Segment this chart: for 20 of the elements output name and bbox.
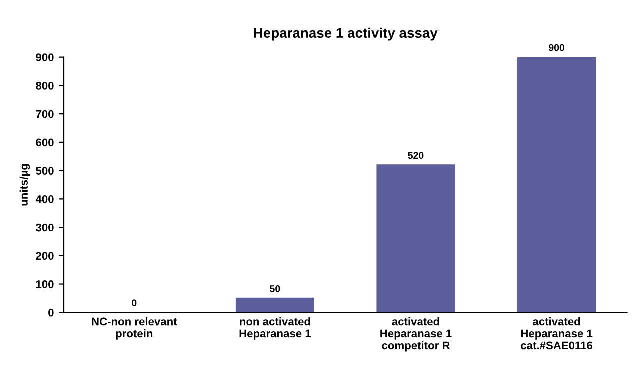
data-label: 900 <box>549 44 565 52</box>
chart-title: Heparanase 1 activity assay <box>254 28 438 41</box>
y-tick-label: 800 <box>36 82 54 90</box>
y-tick-label: 0 <box>48 308 54 317</box>
y-tick-label: 600 <box>36 138 54 147</box>
data-label: 50 <box>270 285 280 292</box>
y-tick-label: 700 <box>36 110 54 118</box>
data-label: 520 <box>408 152 424 160</box>
x-tick-label: non activated Heparanase 1 <box>240 318 312 340</box>
x-tick-label: activated Heparanase 1 cat.#SAE0116 <box>521 318 593 350</box>
x-tick-label: activated Heparanase 1 competitor R <box>380 318 452 352</box>
y-tick-label: 200 <box>36 252 54 260</box>
y-tick-label: 100 <box>36 280 54 288</box>
y-tick-label: 300 <box>36 224 54 232</box>
y-tick-label: 400 <box>36 195 54 204</box>
y-axis-title: units/µg <box>20 164 30 206</box>
data-label: 0 <box>132 300 137 307</box>
x-tick-label: NC-non relevant protein <box>92 318 178 340</box>
y-tick-label: 900 <box>36 54 54 62</box>
y-tick-label: 500 <box>36 167 54 175</box>
